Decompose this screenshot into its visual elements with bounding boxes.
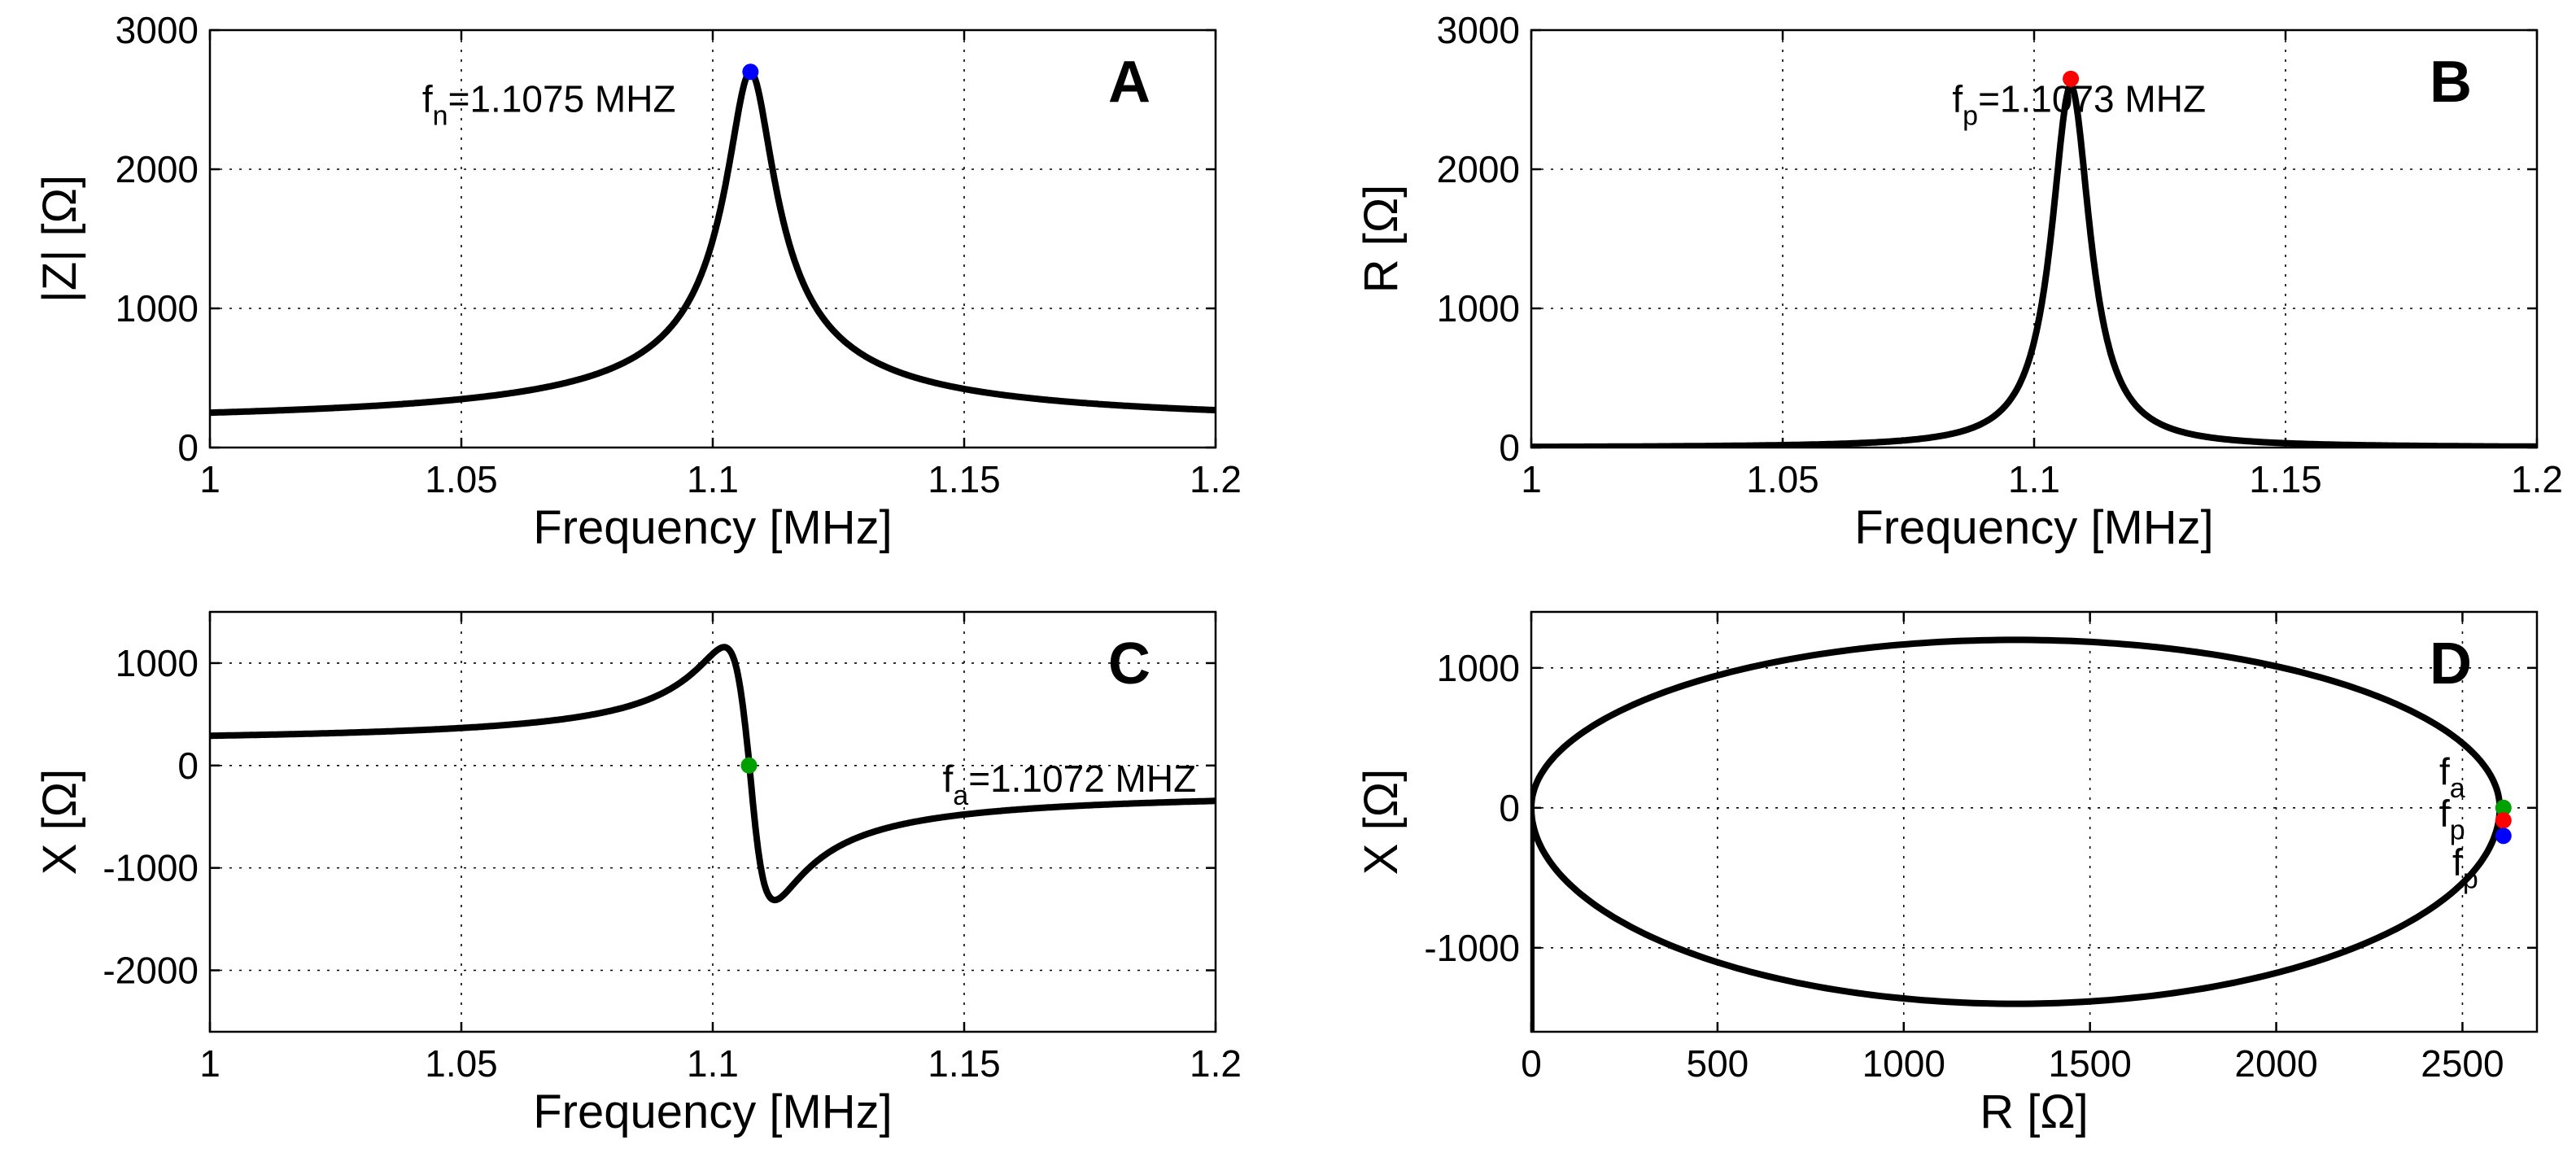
y-tick-label: 0 [1499,787,1520,829]
series-line-d [1531,636,2504,1032]
y-axis-label: X [Ω] [33,769,86,875]
annotation-label: fn=1.1075 MHZ [422,77,676,131]
x-tick-label: 0 [1521,1042,1542,1085]
x-tick-label: 1.1 [687,458,739,500]
x-tick-label: 1.05 [1746,458,1819,500]
x-tick-label: 1 [1521,458,1542,500]
panel-letter: A [1108,50,1150,115]
x-tick-label: 2500 [2421,1042,2504,1085]
plot-frame [208,28,1217,449]
y-tick-label: 1000 [1437,287,1520,330]
x-tick-label: 500 [1687,1042,1749,1085]
x-tick-label: 1000 [1862,1042,1945,1085]
data-marker [742,63,759,81]
data-marker [740,757,758,774]
x-tick-label: 1500 [2048,1042,2131,1085]
x-tick-label: 1 [199,1042,220,1085]
x-tick-label: 1.2 [2511,458,2563,500]
series-line-c [210,644,1216,904]
panel-letter: C [1108,631,1150,697]
panel-d: 0 500 1000 1500 2000 2500 -1000 0 1000 R [Ω] X [Ω]… [1355,610,2539,1138]
y-tick-label: 0 [1499,426,1520,469]
panel-b: 1 1.05 1.1 1.15 1.2 0 1000 2000 3000 Frequency [M… [1355,9,2563,554]
x-tick-label: 1.15 [928,458,1001,500]
y-tick-label: 1000 [116,642,199,684]
x-tick-label: 1 [199,458,220,500]
data-marker [2495,799,2512,816]
x-tick-label: 1.2 [1190,458,1242,500]
y-tick-label: 0 [177,426,199,469]
x-tick-label: 1.2 [1190,1042,1242,1085]
y-tick-label: -1000 [1424,927,1520,969]
annotation-label: fp [2439,792,2465,845]
x-axis-label: Frequency [MHz] [533,1085,893,1138]
y-tick-label: 3000 [1437,9,1520,51]
y-tick-label: 1000 [1437,647,1520,689]
y-tick-label: 2000 [116,148,199,190]
x-tick-label: 1.1 [687,1042,739,1085]
y-axis-label: X [Ω] [1355,769,1408,875]
plot-frame [208,610,1217,1033]
series-line-b [1531,82,2537,448]
x-tick-label: 1.05 [425,458,498,500]
y-tick-label: 2000 [1437,148,1520,190]
x-tick-label: 1.05 [425,1042,498,1085]
series-line-a [210,68,1216,417]
y-tick-label: 0 [177,745,199,787]
data-marker [2495,812,2512,829]
panel-c: 1 1.05 1.1 1.15 1.2 -2000 -1000 0 1000 Frequency … [33,610,1242,1138]
panel-letter: D [2430,631,2472,697]
plot-frame [1530,28,2539,449]
x-axis-label: Frequency [MHz] [1854,501,2214,554]
y-tick-label: 1000 [116,287,199,330]
data-marker [2063,70,2080,87]
y-tick-label: -1000 [103,847,199,889]
x-tick-label: 1.15 [928,1042,1001,1085]
panel-a: 1 1.05 1.1 1.15 1.2 0 1000 2000 3000 Frequency [M… [33,9,1242,554]
y-axis-label: R [Ω] [1355,185,1408,294]
x-tick-label: 1.15 [2249,458,2322,500]
x-axis-label: Frequency [MHz] [533,501,893,554]
y-axis-label: |Z| [Ω] [33,175,86,303]
x-axis-label: R [Ω] [1980,1085,2089,1138]
data-marker [2495,828,2512,845]
annotation-label: fp [2452,841,2478,895]
plot-frame [1530,610,2539,1033]
annotation-label: fa [2439,750,2465,804]
annotation-label: fa=1.1072 MHZ [943,758,1197,811]
annotation-label: fp=1.1073 MHZ [1952,77,2206,131]
x-tick-label: 2000 [2234,1042,2317,1085]
x-tick-label: 1.1 [2008,458,2060,500]
y-tick-label: -2000 [103,949,199,991]
panel-letter: B [2430,50,2472,115]
y-tick-label: 3000 [116,9,199,51]
